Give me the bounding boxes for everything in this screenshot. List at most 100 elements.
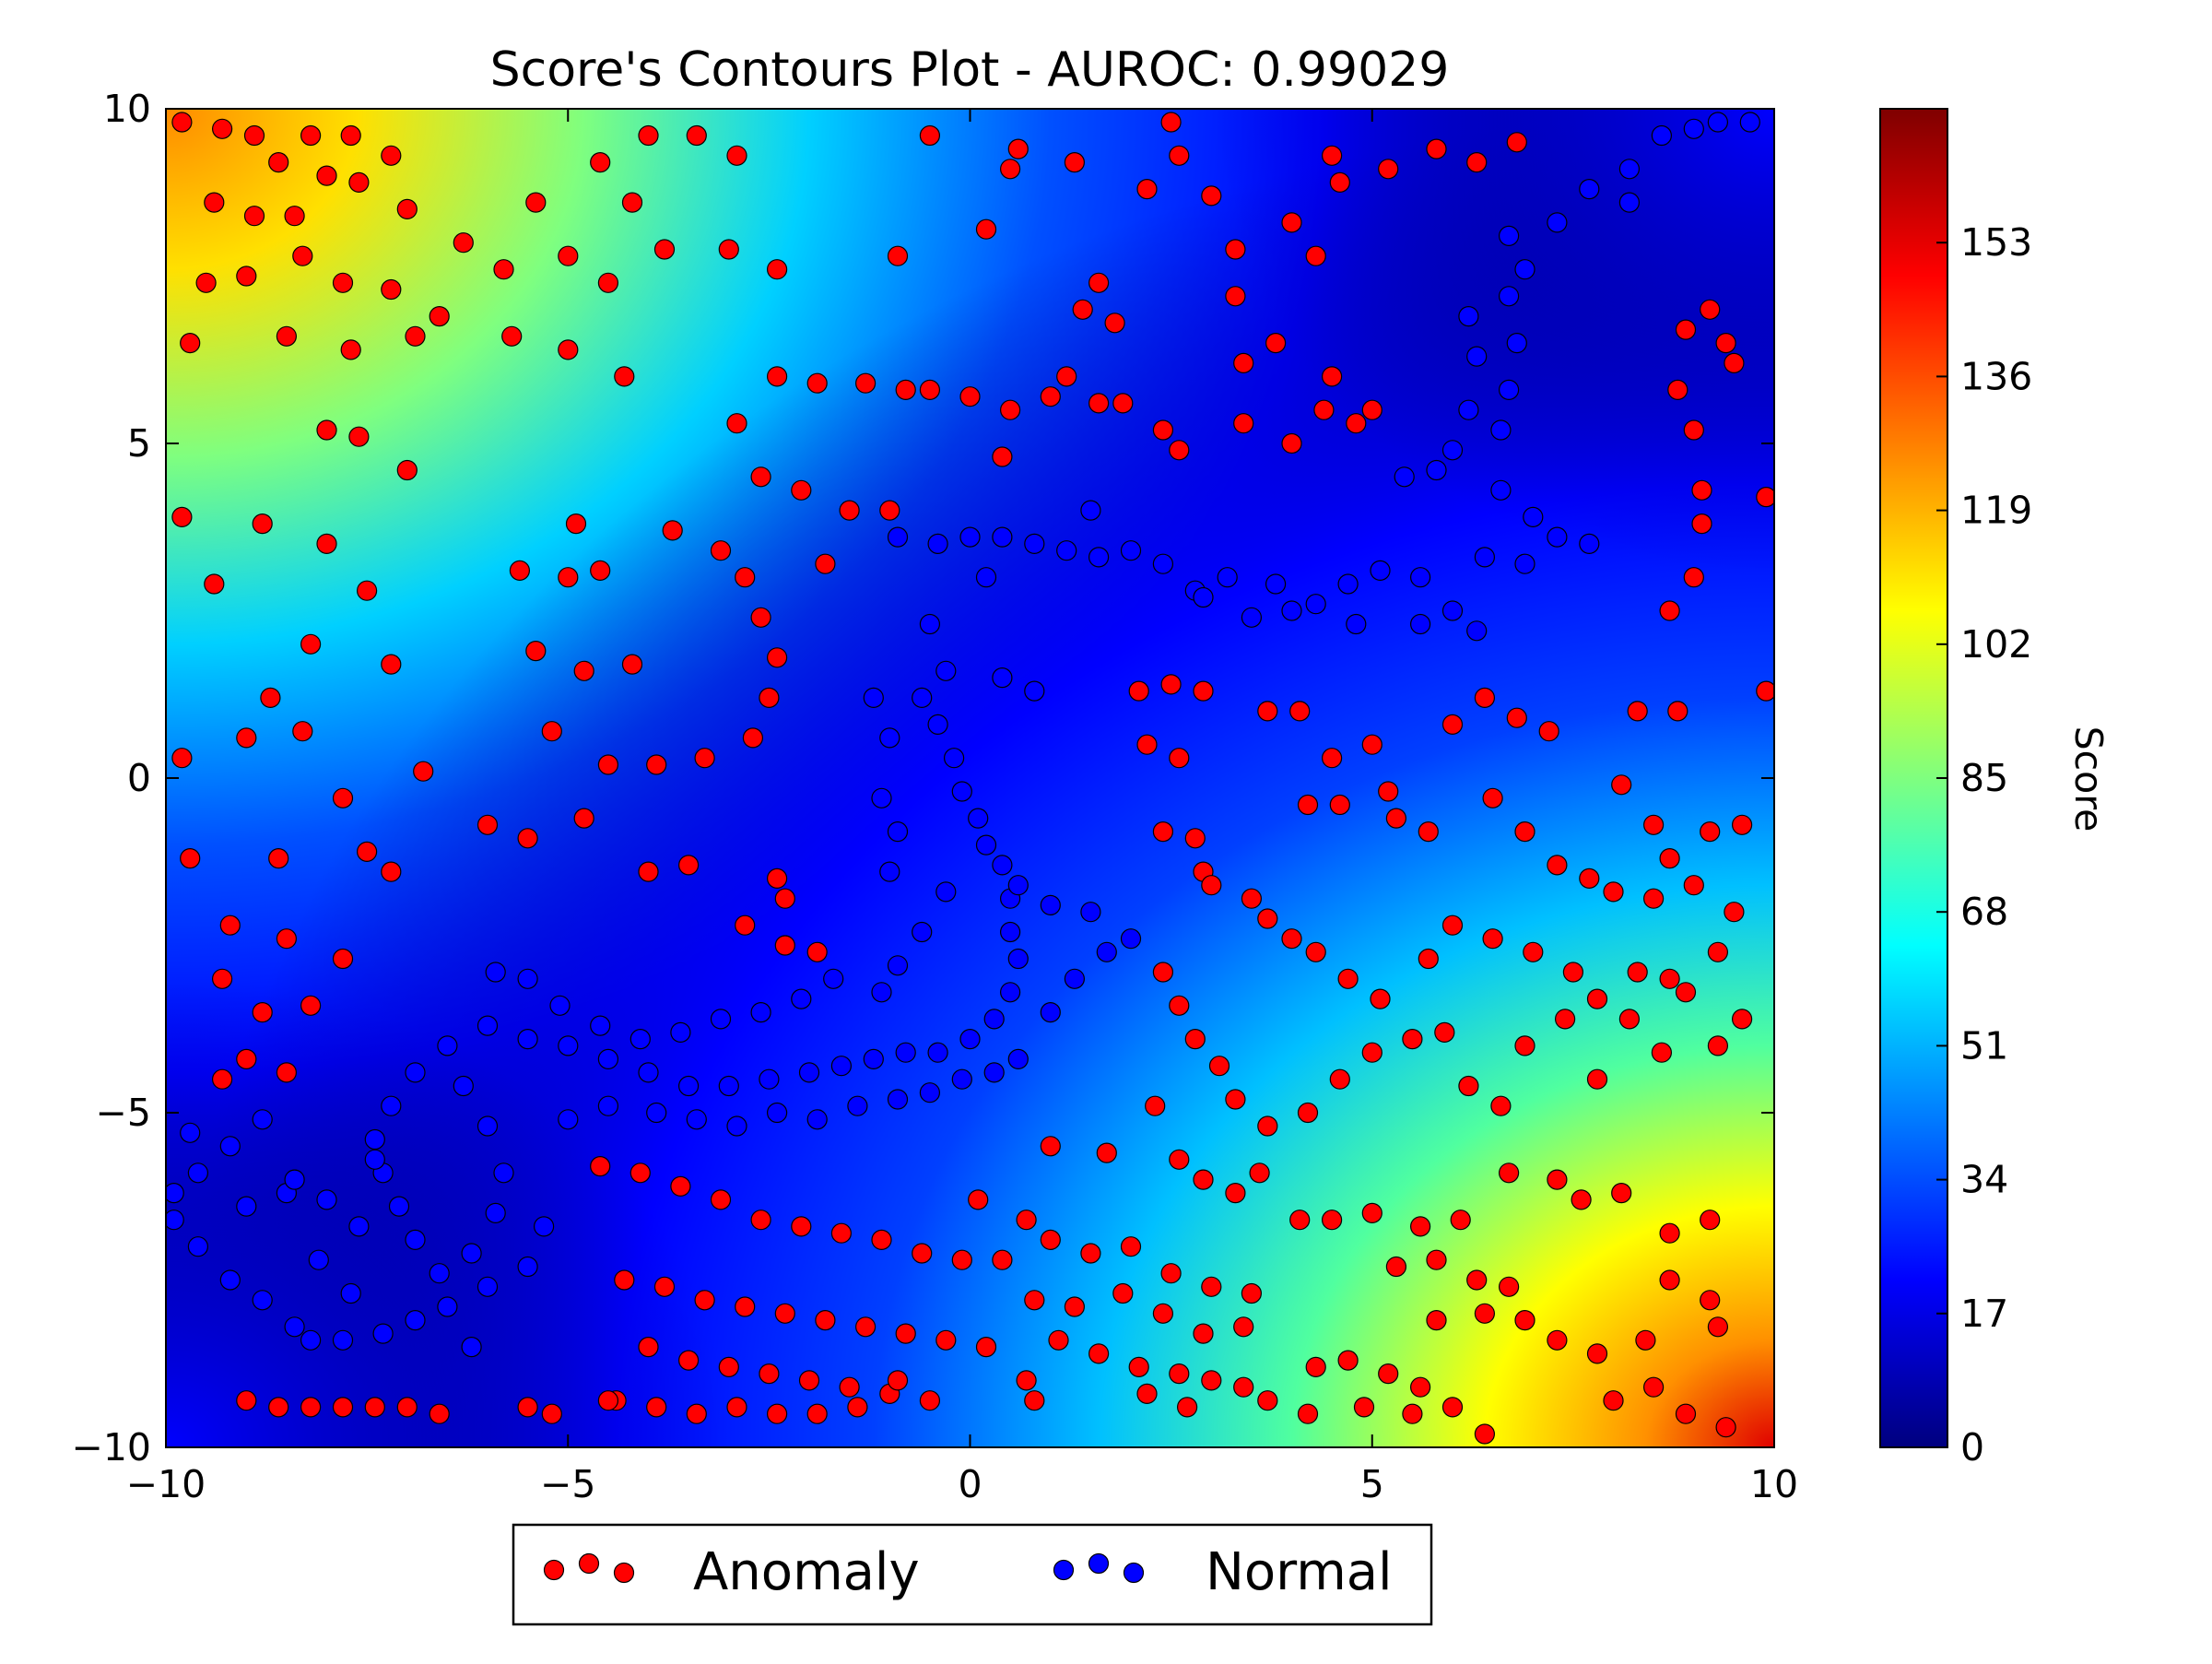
anomaly-point	[621, 654, 643, 675]
anomaly-point	[1642, 1376, 1665, 1398]
normal-point	[629, 1028, 651, 1050]
anomaly-point	[975, 218, 997, 240]
anomaly-point	[710, 1189, 732, 1210]
anomaly-point	[332, 948, 354, 970]
anomaly-point	[1731, 814, 1753, 835]
colorbar-tick-label: 136	[1960, 354, 2032, 398]
anomaly-point	[541, 721, 562, 742]
anomaly-point	[815, 1309, 836, 1331]
normal-point	[1120, 540, 1142, 561]
anomaly-point	[1353, 1397, 1375, 1418]
y-tick-label: 10	[103, 87, 151, 131]
anomaly-point	[1313, 399, 1335, 420]
anomaly-point	[1289, 1210, 1311, 1231]
anomaly-point	[252, 513, 273, 535]
anomaly-point	[1337, 1350, 1359, 1371]
anomaly-point	[791, 479, 812, 501]
anomaly-point	[1474, 1303, 1496, 1324]
anomaly-point	[1193, 680, 1214, 702]
normal-point	[284, 1316, 305, 1338]
anomaly-point	[1667, 701, 1688, 722]
anomaly-point	[1241, 888, 1263, 909]
anomaly-point	[1554, 1009, 1576, 1030]
anomaly-point	[847, 1397, 868, 1418]
anomaly-point	[597, 754, 619, 775]
anomaly-point	[1136, 1383, 1158, 1405]
anomaly-point	[1506, 132, 1527, 153]
normal-point	[381, 1095, 402, 1116]
normal-point	[983, 1009, 1005, 1030]
anomaly-point	[806, 941, 828, 962]
x-tick-label: −10	[126, 1462, 206, 1506]
anomaly-point	[1136, 734, 1158, 755]
normal-point	[1683, 118, 1704, 139]
anomaly-point	[171, 506, 193, 528]
normal-point	[798, 1062, 820, 1083]
normal-point	[1305, 594, 1326, 615]
normal-point	[1458, 399, 1479, 420]
anomaly-point	[895, 1323, 916, 1344]
normal-point	[1579, 533, 1600, 555]
normal-point	[219, 1136, 241, 1157]
anomaly-point	[1385, 808, 1407, 829]
anomaly-point	[276, 928, 297, 950]
normal-point	[1514, 553, 1535, 574]
anomaly-point	[236, 266, 257, 287]
normal-point	[766, 1102, 788, 1124]
anomaly-point	[1169, 995, 1190, 1016]
anomaly-point	[316, 419, 337, 441]
normal-point	[959, 1028, 981, 1050]
anomaly-point	[348, 171, 370, 193]
anomaly-point	[806, 372, 828, 394]
anomaly-point	[1586, 1343, 1608, 1364]
anomaly-point	[1160, 674, 1182, 695]
anomaly-point	[1659, 1269, 1680, 1291]
normal-point	[935, 881, 957, 903]
normal-point	[284, 1169, 305, 1190]
normal-point	[830, 1056, 853, 1077]
normal-point	[517, 968, 538, 989]
anomaly-point	[1169, 145, 1190, 166]
anomaly-point	[1627, 962, 1648, 983]
y-tick-label: −10	[71, 1425, 151, 1469]
anomaly-point	[1603, 1390, 1624, 1411]
normal-point	[1024, 533, 1045, 555]
anomaly-point	[558, 567, 579, 588]
anomaly-point	[1208, 1056, 1230, 1077]
normal-point	[919, 1082, 941, 1103]
anomaly-point	[558, 245, 579, 266]
legend-marker-anomaly	[543, 1552, 635, 1584]
anomaly-point	[1152, 962, 1174, 983]
anomaly-point	[791, 1216, 812, 1237]
normal-point	[166, 1183, 184, 1204]
anomaly-point	[1080, 1243, 1101, 1264]
anomaly-point	[670, 1175, 691, 1198]
anomaly-point	[975, 1336, 997, 1358]
anomaly-point	[1225, 1089, 1246, 1110]
normal-point	[951, 781, 972, 802]
anomaly-point	[1088, 393, 1110, 414]
normal-point	[187, 1236, 208, 1257]
y-tick-label: 0	[127, 756, 151, 800]
anomaly-point	[1233, 1316, 1254, 1338]
anomaly-point	[677, 1350, 700, 1371]
anomaly-point	[1474, 687, 1496, 709]
anomaly-point	[1700, 1210, 1721, 1231]
legend-marker-dot-anomaly	[543, 1559, 565, 1581]
normal-point	[485, 962, 506, 983]
normal-point	[1120, 928, 1142, 950]
normal-point	[1506, 333, 1527, 354]
anomaly-point	[1547, 855, 1568, 876]
anomaly-point	[1160, 1263, 1182, 1284]
anomaly-point	[597, 272, 619, 293]
normal-point	[558, 1035, 579, 1056]
normal-point	[405, 1062, 426, 1083]
anomaly-point	[1700, 820, 1721, 843]
normal-point	[1064, 968, 1086, 989]
anomaly-point	[1169, 1363, 1190, 1385]
anomaly-point	[316, 165, 337, 186]
anomaly-point	[1289, 701, 1311, 722]
normal-point	[919, 613, 941, 635]
anomaly-point	[332, 787, 354, 808]
legend: Anomaly Normal	[512, 1523, 1433, 1626]
